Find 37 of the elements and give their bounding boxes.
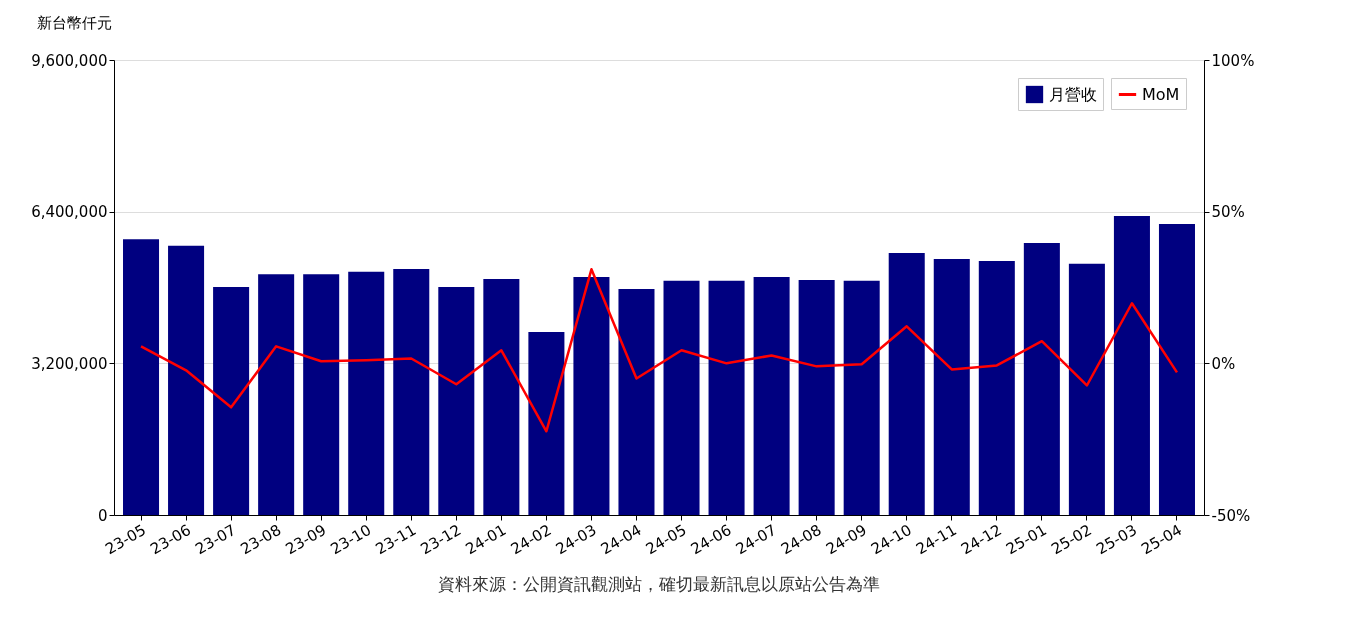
bar	[573, 277, 610, 515]
bar	[213, 287, 250, 515]
bar	[123, 239, 160, 515]
bar	[798, 279, 835, 515]
bar	[843, 280, 880, 515]
bar	[168, 245, 205, 515]
bar	[348, 271, 385, 515]
bar	[978, 260, 1015, 515]
bar	[303, 274, 340, 515]
bar	[483, 278, 520, 515]
y-tick-label: 0	[97, 506, 108, 525]
y2-tick-label: 100%	[1211, 51, 1255, 70]
bar	[753, 277, 790, 515]
bar	[1023, 242, 1060, 515]
bar	[933, 259, 970, 515]
legend-label: 月營收	[1049, 84, 1097, 104]
bar	[1158, 223, 1195, 515]
y2-tick-label: -50%	[1211, 506, 1251, 525]
bar	[438, 287, 475, 515]
bar	[663, 280, 700, 515]
y-tick-label: 3,200,000	[31, 354, 108, 373]
y2-tick-label: 50%	[1211, 203, 1245, 222]
bar	[393, 269, 430, 515]
line-series	[139, 268, 1179, 433]
y-tick-label: 9,600,000	[31, 51, 108, 70]
source-note: 資料來源：公開資訊觀測站，確切最新訊息以原站公告為準	[438, 573, 880, 594]
bar	[1113, 215, 1150, 515]
y2-tick-label: 0%	[1211, 354, 1236, 373]
y-axis-title: 新台幣仟元	[37, 13, 112, 32]
bar	[708, 280, 745, 515]
bar	[528, 332, 565, 515]
y-tick-label: 6,400,000	[31, 203, 108, 222]
bar	[258, 274, 295, 515]
bar	[618, 288, 655, 515]
bar	[1068, 263, 1105, 515]
legend-label: MoM	[1142, 84, 1180, 104]
bar	[888, 252, 925, 515]
